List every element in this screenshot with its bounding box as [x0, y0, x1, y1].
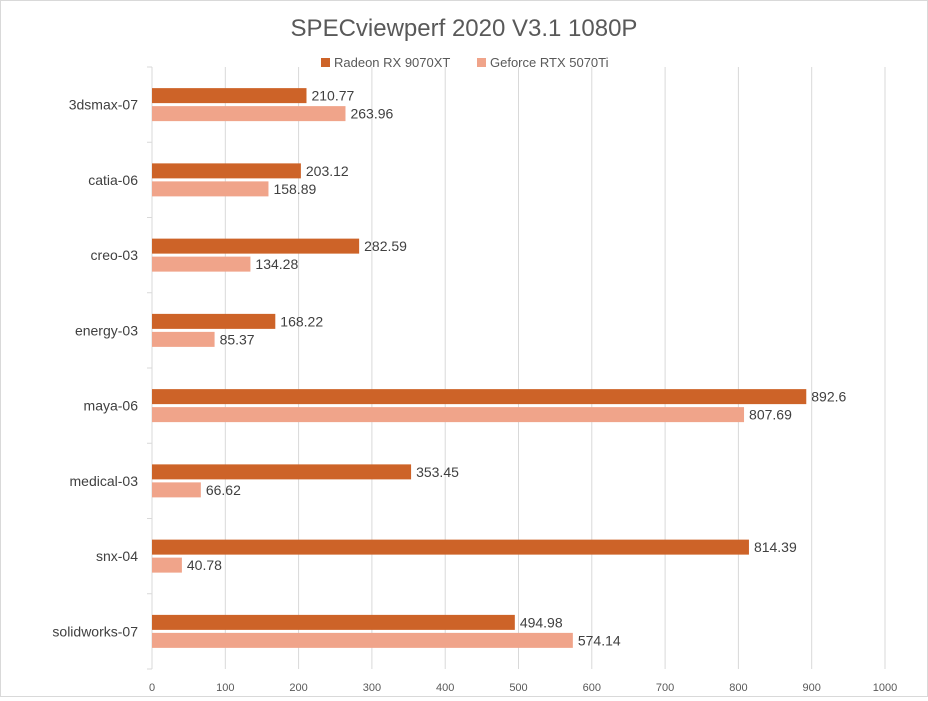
data-label: 210.77 [311, 88, 354, 104]
data-label: 494.98 [520, 614, 563, 630]
x-tick-label: 1000 [873, 682, 897, 694]
data-label: 807.69 [749, 407, 792, 423]
data-label: 203.12 [306, 163, 349, 179]
bar [152, 557, 182, 573]
x-tick-label: 200 [289, 682, 307, 694]
category-label: energy-03 [75, 322, 138, 338]
bar [152, 88, 307, 104]
bar [152, 181, 269, 197]
bar [152, 106, 346, 122]
category-label: snx-04 [96, 548, 138, 564]
bar [152, 238, 360, 254]
data-label: 66.62 [206, 482, 241, 498]
x-tick-label: 800 [729, 682, 747, 694]
x-tick-label: 700 [656, 682, 674, 694]
data-label: 158.89 [273, 181, 316, 197]
category-label: creo-03 [91, 247, 139, 263]
category-label: solidworks-07 [52, 623, 138, 639]
gridlines [151, 67, 886, 669]
x-tick-label: 500 [509, 682, 527, 694]
bar [152, 407, 745, 423]
legend-label: Radeon RX 9070XT [334, 55, 450, 70]
bar [152, 482, 201, 498]
x-tick-label: 900 [803, 682, 821, 694]
legend: Radeon RX 9070XT Geforce RTX 5070Ti [321, 55, 609, 70]
legend-swatch [477, 58, 486, 67]
x-axis-ticks: 0 100 200 300 400 500 600 700 800 900 1000 [149, 682, 897, 694]
data-label: 85.37 [220, 331, 255, 347]
data-label: 892.6 [811, 389, 846, 405]
bar [152, 313, 276, 329]
data-label: 40.78 [187, 557, 222, 573]
bar [152, 389, 807, 405]
category-axis: 3dsmax-07 catia-06 creo-03 energy-03 maya-06… [52, 66, 152, 670]
x-tick-label: 600 [583, 682, 601, 694]
bar [152, 539, 749, 555]
category-label: catia-06 [88, 172, 138, 188]
data-label: 574.14 [578, 632, 621, 648]
data-label: 168.22 [280, 313, 323, 329]
x-tick-label: 400 [436, 682, 454, 694]
chart-title: SPECviewperf 2020 V3.1 1080P [291, 15, 638, 42]
data-label: 814.39 [754, 539, 797, 555]
legend-swatch [321, 58, 330, 67]
x-tick-label: 300 [363, 682, 381, 694]
category-label: 3dsmax-07 [69, 97, 138, 113]
data-label: 134.28 [255, 256, 298, 272]
bars [152, 88, 807, 648]
data-label: 263.96 [350, 106, 393, 122]
bar [152, 464, 412, 480]
bar [152, 331, 215, 347]
category-label: maya-06 [84, 398, 139, 414]
x-tick-label: 100 [216, 682, 234, 694]
bar [152, 614, 515, 630]
legend-label: Geforce RTX 5070Ti [490, 55, 609, 70]
bar [152, 632, 573, 648]
bar [152, 256, 251, 272]
bar [152, 163, 301, 179]
category-label: medical-03 [70, 473, 139, 489]
data-label: 353.45 [416, 464, 459, 480]
data-label: 282.59 [364, 238, 407, 254]
data-labels: 210.77 263.96 203.12 158.89 282.59 134.28 168.… [187, 88, 847, 649]
x-tick-label: 0 [149, 682, 155, 694]
